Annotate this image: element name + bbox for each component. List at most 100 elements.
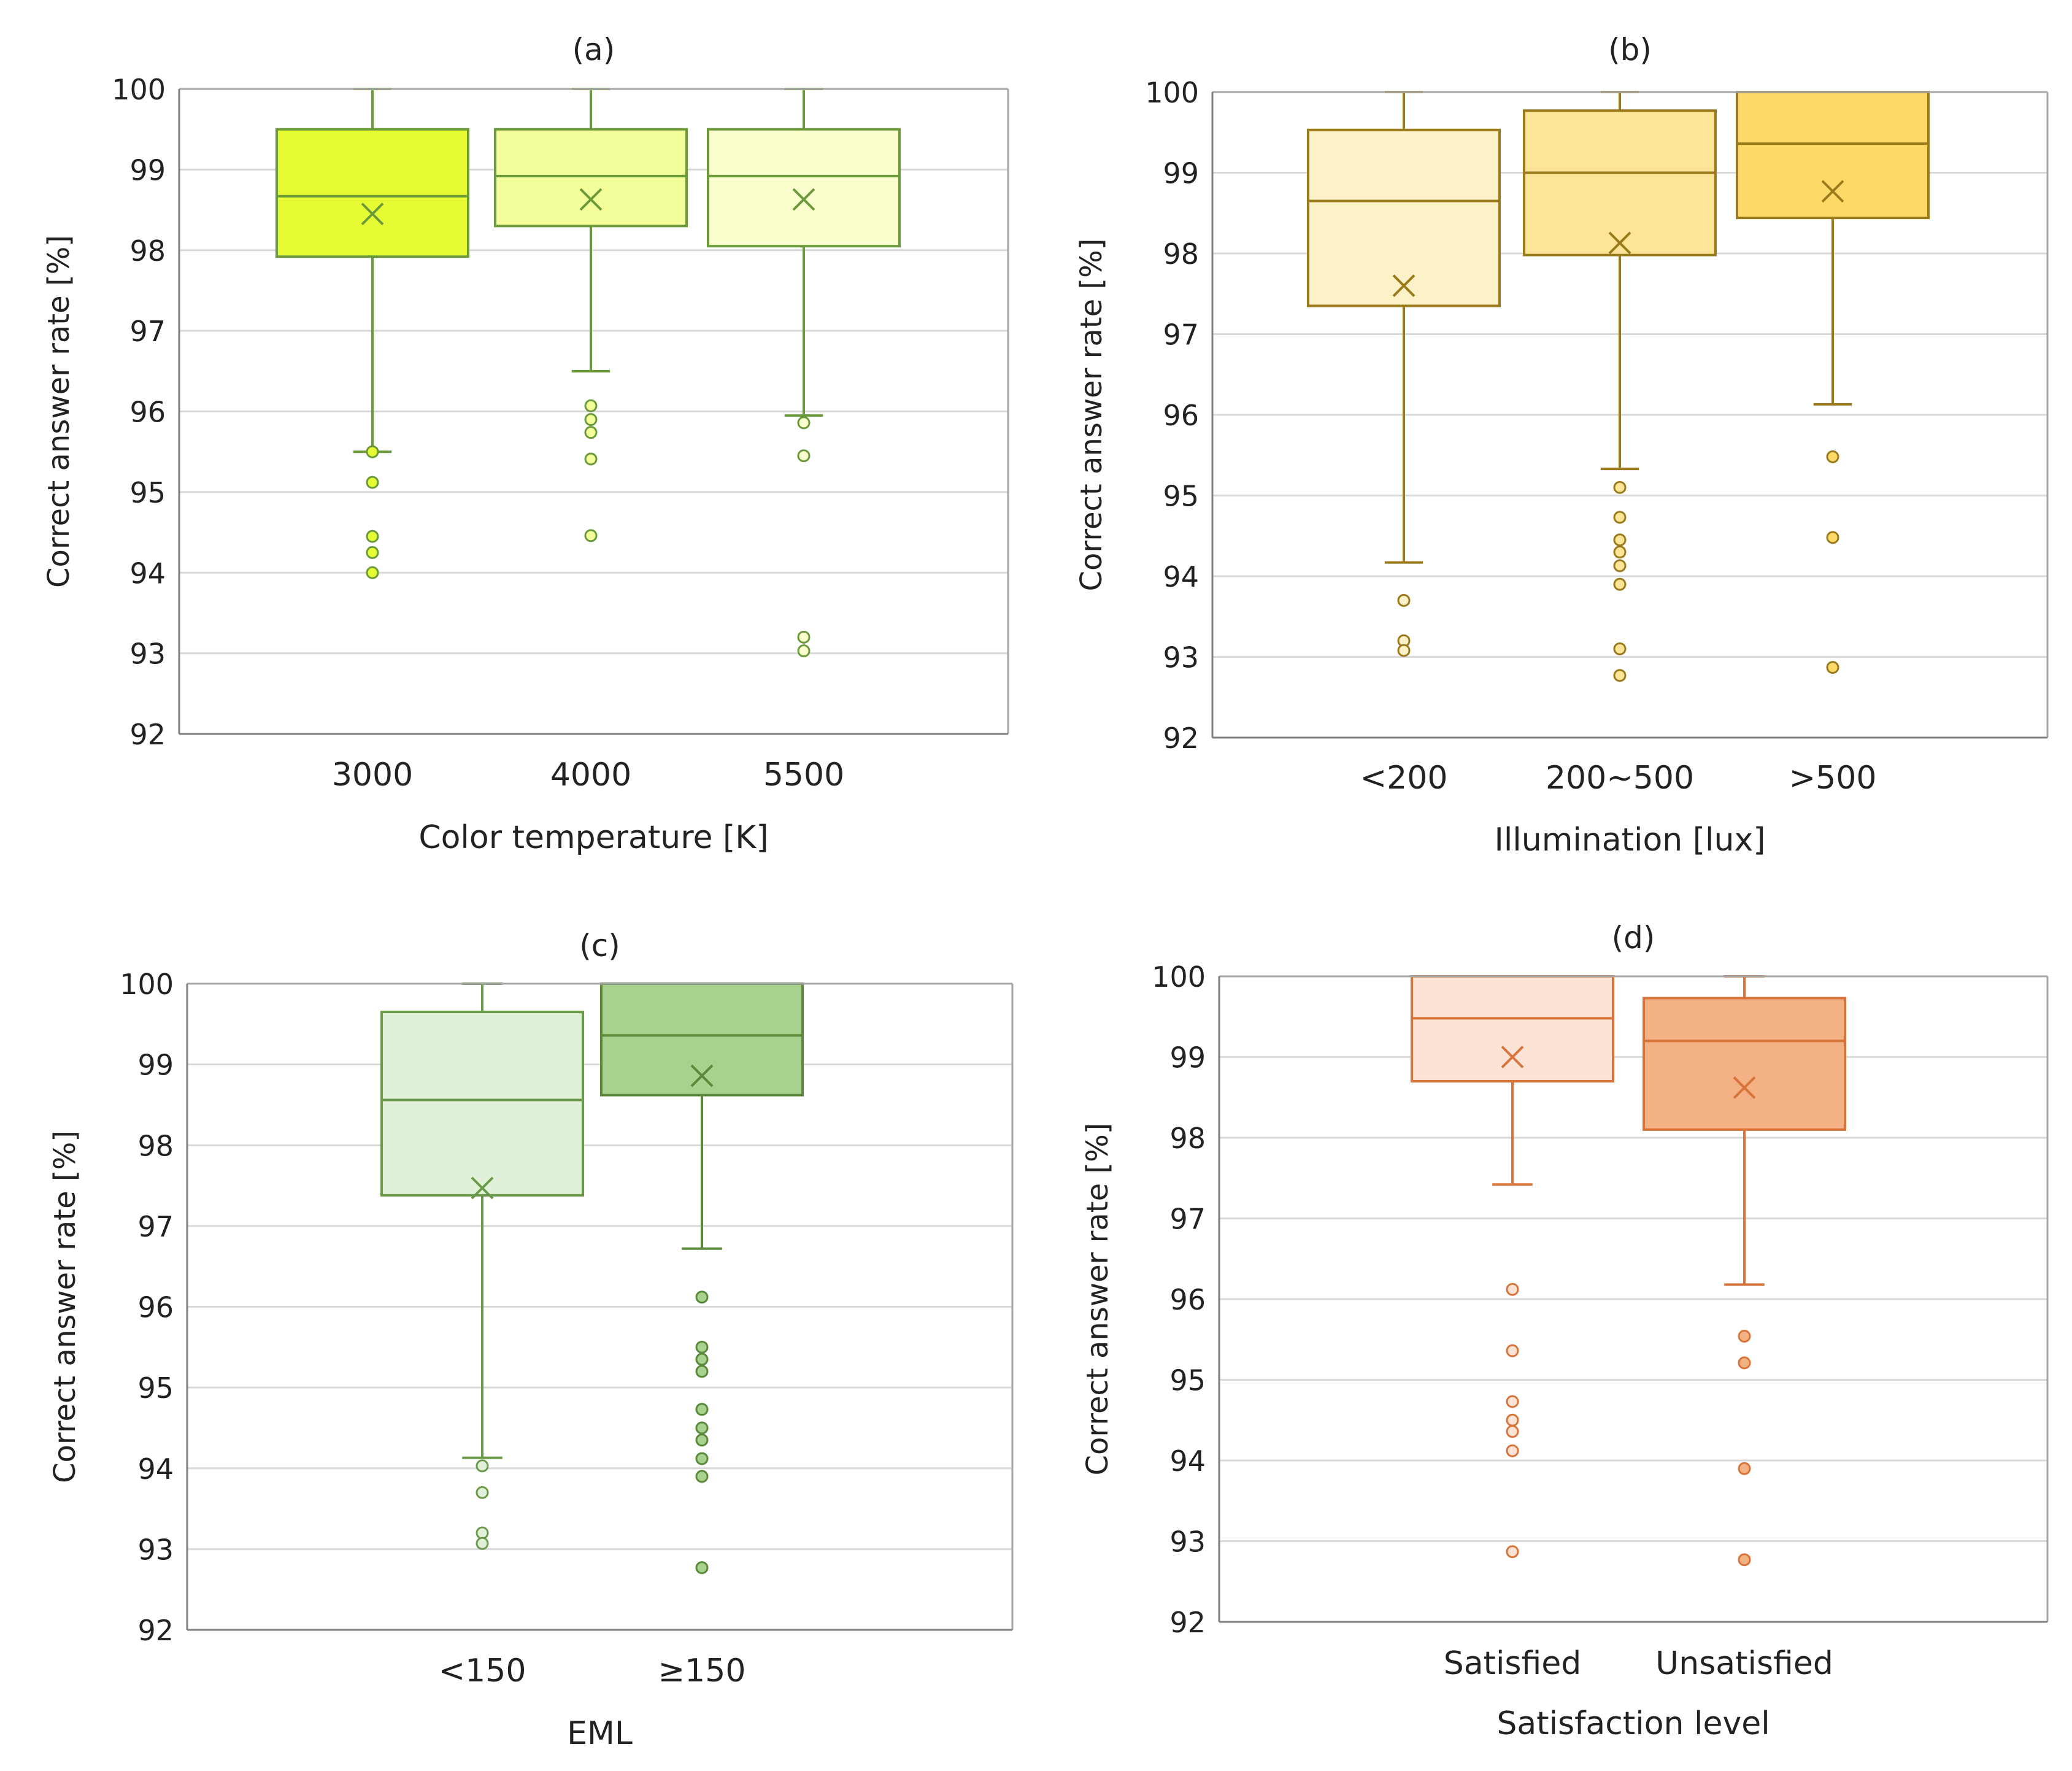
y-axis-label: Correct answer rate [%] <box>48 1130 82 1483</box>
x-tick-labels: <150 ≥150 <box>439 1653 746 1689</box>
mean-marker-stroke <box>1392 274 1415 298</box>
outlier-point <box>366 476 379 489</box>
mean-marker-stroke <box>690 1064 714 1087</box>
box-group-1 <box>1643 975 1846 1567</box>
y-tick-label: 94 <box>137 1453 174 1486</box>
y-tick-label: 92 <box>1169 1606 1206 1639</box>
mean-marker <box>792 188 815 211</box>
outlier-point <box>695 1452 709 1465</box>
outlier-point <box>366 566 379 579</box>
outlier-point <box>1613 546 1627 559</box>
y-tick-label: 100 <box>112 73 166 106</box>
axes-frame <box>186 982 1014 1631</box>
outlier-point <box>584 426 598 439</box>
mean-marker <box>471 1176 494 1200</box>
y-tick-label: 93 <box>1163 641 1199 674</box>
outlier-point <box>797 630 811 644</box>
y-tick-label: 99 <box>1169 1041 1206 1075</box>
y-axis-label: Correct answer rate [%] <box>1074 239 1109 592</box>
y-tick-labels: 92 93 94 95 96 97 98 99 100 <box>1152 960 1206 1639</box>
box <box>1643 997 1846 1131</box>
outlier-point <box>695 1433 709 1447</box>
outlier-point <box>1613 533 1627 547</box>
mean-marker-stroke <box>1608 231 1631 255</box>
y-tick-label: 99 <box>1163 157 1199 190</box>
box-group-1 <box>494 88 688 542</box>
outlier-point <box>1506 1283 1519 1296</box>
outlier-point <box>695 1470 709 1483</box>
outlier-point <box>1506 1344 1519 1357</box>
plot-area <box>178 88 1009 735</box>
mean-marker <box>1733 1076 1756 1099</box>
outlier-point <box>695 1365 709 1378</box>
outlier-point <box>1506 1545 1519 1559</box>
panel-title: (a) <box>572 32 615 68</box>
box-group-2 <box>707 88 901 658</box>
mean-marker-stroke <box>361 203 384 226</box>
outlier-point <box>1613 642 1627 655</box>
outlier-point <box>797 644 811 658</box>
y-tick-label: 98 <box>137 1129 174 1162</box>
plot-area <box>1218 975 2049 1623</box>
mean-marker <box>1608 231 1631 255</box>
y-tick-label: 99 <box>129 153 166 187</box>
boxes <box>1307 91 1930 682</box>
y-tick-label: 100 <box>1152 960 1206 994</box>
panel-title: (b) <box>1608 32 1652 68</box>
axes-frame <box>1211 91 2049 739</box>
y-tick-label: 97 <box>129 315 166 348</box>
y-tick-label: 97 <box>1169 1203 1206 1236</box>
outlier-point <box>1613 480 1627 494</box>
outlier-point <box>695 1352 709 1366</box>
outlier-point <box>797 416 811 430</box>
mean-marker <box>690 1064 714 1087</box>
mean-marker-stroke <box>1821 180 1844 203</box>
outlier-point <box>584 399 598 412</box>
box <box>1523 109 1717 257</box>
y-tick-label: 98 <box>1163 237 1199 271</box>
outlier-point <box>476 1486 489 1499</box>
box <box>1307 128 1501 307</box>
outlier-point <box>584 529 598 542</box>
box <box>494 128 688 228</box>
plot-area <box>1211 91 2049 739</box>
box-group-0 <box>275 88 469 579</box>
boxes <box>380 982 804 1575</box>
mean-marker <box>1392 274 1415 298</box>
outlier-point <box>695 1340 709 1354</box>
gridlines <box>187 982 1012 1550</box>
y-tick-label: 96 <box>1163 399 1199 432</box>
mean-marker-stroke <box>1501 1046 1524 1068</box>
y-tick-labels: 92 93 94 95 96 97 98 99 100 <box>120 968 174 1647</box>
outlier-point <box>476 1526 489 1540</box>
outlier-point <box>695 1421 709 1435</box>
mean-marker-stroke <box>471 1176 494 1200</box>
x-axis-label: Color temperature [K] <box>418 819 768 856</box>
box-group-1 <box>600 982 804 1575</box>
x-axis-label: EML <box>567 1715 633 1752</box>
mean-marker <box>1501 1046 1524 1068</box>
x-tick-label: Satisfied <box>1444 1645 1582 1682</box>
y-axis-label: Correct answer rate [%] <box>42 235 76 588</box>
outlier-point <box>366 546 379 559</box>
y-tick-label: 93 <box>137 1533 174 1566</box>
y-tick-label: 96 <box>137 1291 174 1324</box>
y-tick-label: 97 <box>1163 318 1199 352</box>
outlier-point <box>1506 1413 1519 1427</box>
outlier-point <box>1397 593 1411 607</box>
outlier-point <box>1738 1356 1751 1370</box>
outlier-point <box>1826 531 1839 544</box>
mean-marker-stroke <box>579 188 603 211</box>
y-tick-label: 94 <box>1169 1445 1206 1478</box>
y-tick-label: 96 <box>129 396 166 429</box>
x-tick-label: 3000 <box>332 757 413 793</box>
x-tick-label: 200~500 <box>1546 760 1694 797</box>
outlier-point <box>366 445 379 458</box>
panel-title: (d) <box>1612 920 1655 955</box>
outlier-point <box>1738 1329 1751 1343</box>
y-tick-label: 95 <box>1163 480 1199 513</box>
x-tick-label: >500 <box>1789 760 1877 797</box>
mean-marker <box>361 203 384 226</box>
outlier-point <box>695 1561 709 1575</box>
